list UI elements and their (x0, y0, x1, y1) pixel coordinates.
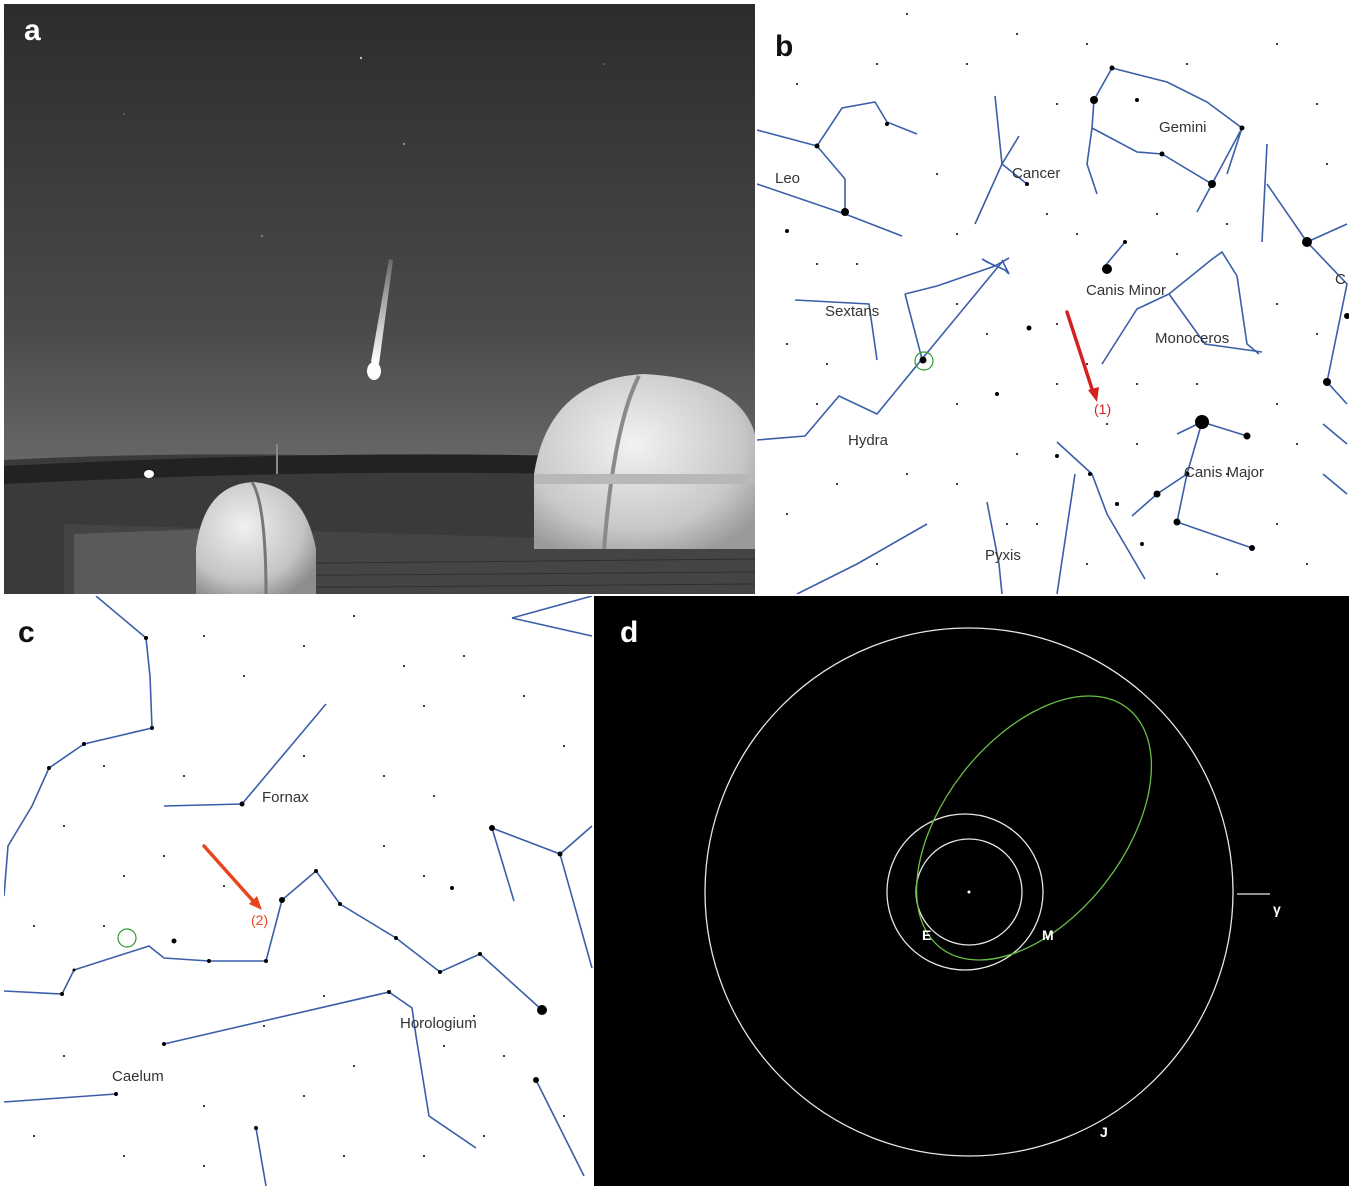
arrow-label-2: (2) (251, 912, 268, 928)
stars-b (785, 13, 1349, 575)
star-chart-c: Fornax Horologium Caelum (2) (4, 596, 593, 1186)
vernal-equinox-label: γ (1273, 901, 1281, 917)
mars-label: M (1042, 927, 1054, 943)
fireball-trail (367, 259, 393, 380)
orbit-diagram: E M J γ (704, 627, 1281, 1157)
label-hydra: Hydra (848, 432, 889, 449)
label-sextans: Sextans (825, 303, 879, 320)
jupiter-orbit (704, 627, 1234, 1157)
constellation-lines-b (757, 67, 1348, 594)
label-pyxis: Pyxis (985, 547, 1021, 564)
star-chart-b: Gemini Cancer Leo Sextans Canis Minor Mo… (757, 13, 1349, 594)
panel-d-label: d (620, 616, 639, 649)
panel-b-label: b (775, 30, 794, 63)
label-caelum: Caelum (112, 1068, 164, 1085)
sun-marker (967, 890, 971, 894)
label-canis-minor: Canis Minor (1086, 282, 1166, 299)
label-edge-c: C (1335, 271, 1346, 288)
label-monoceros: Monoceros (1155, 330, 1229, 347)
trajectory-arrow-b (1065, 310, 1099, 402)
meteoroid-orbit (915, 695, 1153, 961)
panel-a-photo: a (4, 4, 755, 594)
earth-label: E (922, 927, 931, 943)
label-canis-major: Canis Major (1184, 464, 1264, 481)
panel-b-star-chart: Gemini Cancer Leo Sextans Canis Minor Mo… (757, 4, 1349, 594)
label-cancer: Cancer (1012, 165, 1060, 182)
arrow-label-1: (1) (1094, 401, 1111, 417)
panel-c-star-chart: Fornax Horologium Caelum (2) c (4, 596, 594, 1186)
label-gemini: Gemini (1159, 119, 1207, 136)
mars-orbit (886, 813, 1044, 971)
label-fornax: Fornax (262, 789, 309, 806)
label-leo: Leo (775, 170, 800, 187)
panel-a-label: a (24, 14, 41, 47)
panel-d-orbit-diagram: E M J γ d (594, 596, 1349, 1186)
stars-c (33, 615, 565, 1167)
panel-c-label: c (18, 616, 35, 649)
trajectory-arrow-c (202, 844, 262, 910)
jupiter-label: J (1100, 1124, 1108, 1140)
fireball-photo (4, 4, 755, 594)
constellation-lines-c (4, 596, 593, 1186)
label-horologium: Horologium (400, 1015, 477, 1032)
radiant-marker-c (117, 928, 137, 948)
radiant-marker-b (914, 351, 934, 371)
